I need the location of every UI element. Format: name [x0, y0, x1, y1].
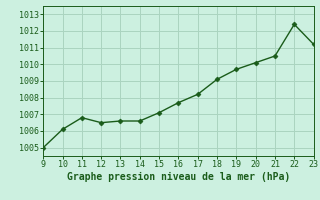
X-axis label: Graphe pression niveau de la mer (hPa): Graphe pression niveau de la mer (hPa) [67, 172, 290, 182]
